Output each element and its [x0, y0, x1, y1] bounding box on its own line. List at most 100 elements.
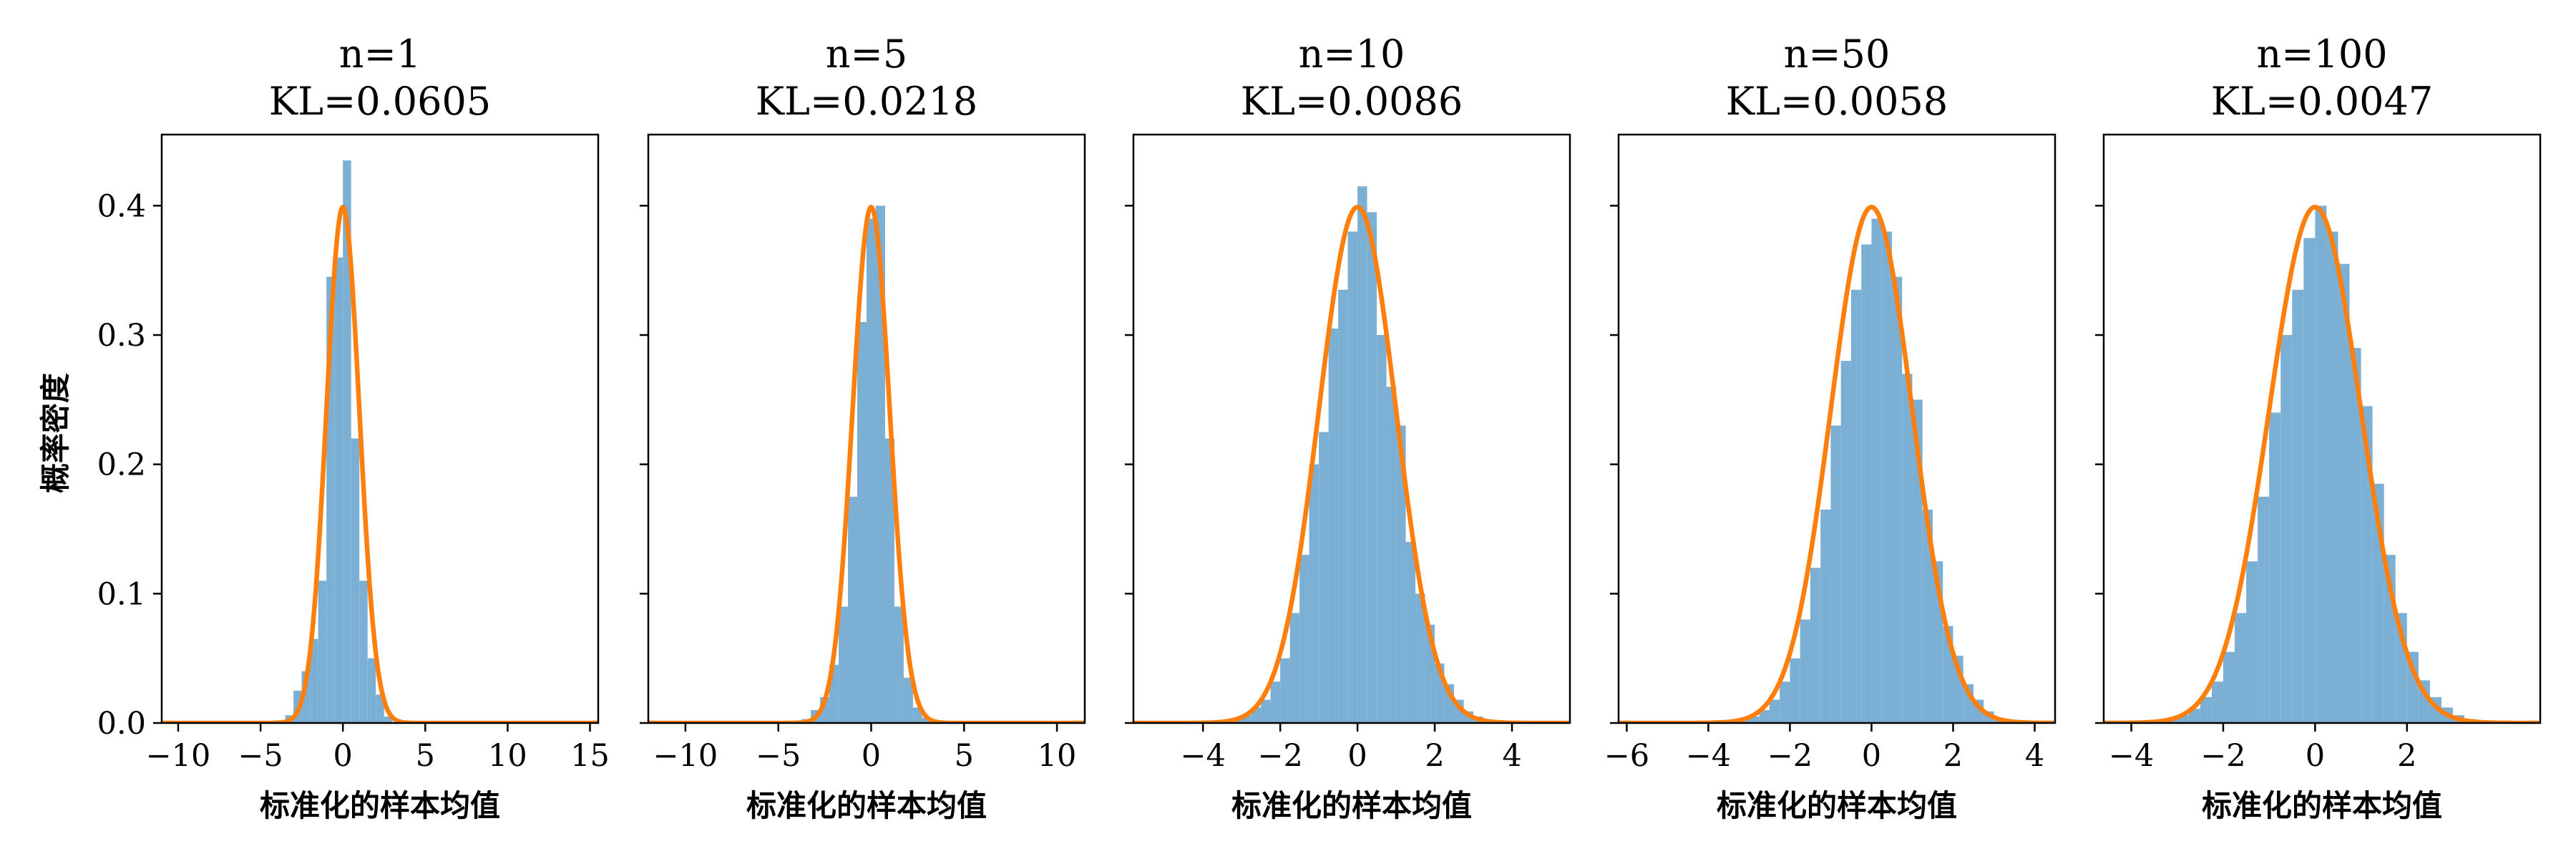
histogram-bar: [2315, 205, 2327, 723]
histogram-bar: [2338, 263, 2350, 723]
subplot-kl-value: KL=0.0605: [269, 79, 491, 124]
histogram-bar: [2280, 335, 2293, 723]
histogram-bar: [1241, 715, 1252, 723]
histogram-bar: [1749, 716, 1760, 723]
x-tick-label: −4: [1180, 738, 1225, 774]
histogram-bar: [1922, 509, 1933, 723]
axes-frame: [647, 133, 1086, 724]
histogram-bar: [839, 606, 849, 723]
histogram-bar: [1891, 276, 1903, 723]
histogram-bar: [2258, 496, 2270, 723]
histogram-bar: [2177, 715, 2189, 723]
histogram-bar: [1280, 658, 1290, 723]
histogram-bar: [1800, 619, 1810, 723]
subplot-1: −10 −5 0 5 10 15 0.0 0.1 0.2 0.3 0.4 n=1KL=0.0605 标准…: [97, 31, 610, 823]
histogram-bar: [2349, 348, 2361, 723]
histogram-bar: [2269, 412, 2281, 723]
histogram-bar: [1396, 425, 1406, 723]
x-tick-label: 4: [2025, 738, 2044, 774]
histogram-bar: [1830, 425, 1841, 723]
histogram-bar: [1790, 658, 1800, 723]
histogram-bar: [1289, 613, 1300, 723]
histogram-bar: [1319, 432, 1329, 723]
histogram-bar: [1367, 212, 1377, 723]
histogram-bar: [1759, 709, 1770, 723]
subplot-title: n=1: [339, 31, 421, 77]
histogram-bar: [1902, 374, 1913, 723]
histogram-bar: [1769, 699, 1780, 723]
histogram-bar: [2211, 681, 2223, 723]
axes-frame: [1132, 133, 1571, 724]
x-tick-label: −10: [653, 738, 718, 774]
histogram-bar: [1347, 231, 1358, 723]
x-tick-label: −2: [1767, 738, 1813, 774]
histogram-bar: [1861, 244, 1872, 723]
histogram-bar: [2235, 613, 2247, 723]
x-tick-label: −6: [1604, 738, 1649, 774]
histogram-bar: [310, 639, 318, 723]
x-tick-label: 0: [1862, 738, 1881, 774]
histogram-bar: [2406, 651, 2419, 723]
x-tick-label: 0: [2306, 738, 2325, 774]
histogram-bars: [277, 160, 393, 723]
histogram-bar: [1299, 555, 1309, 723]
x-axis-label: 标准化的样本均值: [2202, 788, 2442, 823]
histogram-bar: [384, 716, 393, 723]
histogram-bar: [1405, 542, 1416, 723]
histogram-bar: [318, 581, 327, 723]
x-tick-label: 5: [955, 738, 974, 774]
histogram-bar: [2188, 709, 2200, 723]
x-tick-label: 0: [333, 738, 353, 774]
histogram-bar: [2200, 697, 2212, 723]
histogram-bar: [334, 257, 343, 723]
histogram-bar: [2326, 231, 2338, 723]
subplot-title: n=10: [1299, 31, 1405, 77]
x-axis-label: 标准化的样本均值: [260, 788, 500, 823]
histogram-bar: [867, 218, 876, 723]
y-tick-label: 0.0: [97, 706, 146, 742]
subplot-title: n=5: [826, 31, 907, 77]
histogram-bar: [1309, 464, 1319, 723]
x-tick-label: 0: [1347, 738, 1367, 774]
axes-frame: [160, 133, 600, 724]
histogram-bars: [2154, 205, 2477, 723]
histogram-bar: [875, 205, 885, 723]
histogram-bar: [848, 496, 858, 723]
y-tick-label: 0.3: [97, 318, 146, 354]
subplot-kl-value: KL=0.0086: [1241, 79, 1463, 124]
histogram-bar: [1415, 593, 1425, 723]
subplot-kl-value: KL=0.0047: [2211, 79, 2433, 124]
normal-pdf-curve: [162, 205, 598, 723]
histogram-bar: [2303, 238, 2316, 723]
histogram-bar: [1820, 509, 1831, 723]
x-tick-label: −10: [146, 738, 211, 774]
histogram-bar: [1881, 231, 1892, 723]
normal-pdf-curve: [2104, 205, 2540, 723]
histogram-bar: [2292, 289, 2304, 723]
x-tick-label: −4: [1686, 738, 1731, 774]
histogram-bar: [2361, 406, 2373, 723]
histogram-bar: [1386, 387, 1397, 723]
x-tick-label: 0: [862, 738, 881, 774]
histogram-bar: [1338, 289, 1348, 723]
x-axis-label: 标准化的样本均值: [1231, 788, 1472, 823]
histogram-bar: [1270, 681, 1281, 723]
x-tick-label: −4: [2109, 738, 2154, 774]
histogram-bar: [1328, 328, 1339, 723]
histogram-bar: [903, 677, 913, 723]
x-axis-label: 标准化的样本均值: [1717, 788, 1957, 823]
x-tick-label: 10: [1038, 738, 1077, 774]
histogram-bar: [1871, 218, 1882, 723]
histogram-bar: [351, 438, 360, 723]
histogram-bar: [1377, 335, 1387, 723]
histogram-bar: [359, 581, 368, 723]
x-tick-label: −5: [756, 738, 801, 774]
histogram-bars: [1231, 186, 1483, 723]
axes-frame: [2102, 133, 2542, 724]
histogram-bar: [326, 276, 335, 723]
subplot-grid: −10 −5 0 5 10 15 0.0 0.1 0.2 0.3 0.4 n=1KL=0.0605 标准…: [97, 31, 2542, 823]
x-tick-label: 2: [2397, 738, 2416, 774]
